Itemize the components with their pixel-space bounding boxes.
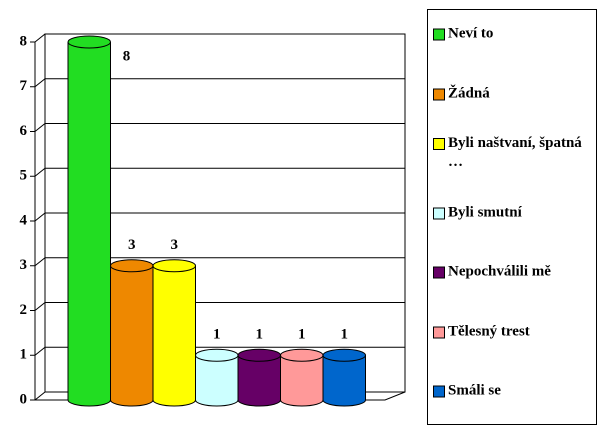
grid-line [34,33,46,43]
data-label: 1 [256,327,264,343]
data-label: 8 [123,48,131,64]
legend-label: Smáli se [448,382,501,399]
grid-line [34,257,46,267]
bar-shade [280,355,323,400]
y-tick-label: 6 [20,123,28,139]
y-tick-label: 5 [20,168,28,184]
data-label: 1 [213,327,221,343]
grid-line [34,123,46,132]
bar-top [237,348,281,362]
bar-top [152,259,196,273]
data-label: 1 [341,327,349,343]
plot: 0 1 2 3 4 5 6 7 8 8 3 3 1 1 1 1 [20,33,406,407]
legend-swatch [433,28,445,41]
legend-entry: Nepochválili mě [433,263,593,282]
bar-top [280,348,324,362]
legend-label: Byli smutní [448,204,522,220]
y-tick-label: 8 [20,33,28,49]
bar-shade [323,355,366,400]
legend-label: Žádná [448,85,490,101]
grid-line [34,302,46,311]
legend-label: Byli naštvaní, špatná … [448,135,582,170]
legend-swatch [433,207,445,219]
legend-entry: Neví to [433,25,593,44]
data-label: 3 [171,237,179,253]
legend-entry: Smáli se [433,382,593,401]
legend-label: Tělesný trest [448,323,530,339]
bar-top [322,348,366,362]
y-tick-label: 4 [20,212,28,228]
legend-swatch [433,266,445,279]
y-tick-label: 2 [20,302,28,318]
data-label: 1 [298,327,306,343]
legend-entry: Byli smutní [433,203,593,222]
grid-line [34,167,46,177]
grid-line [34,78,46,88]
legend-entry: Byli naštvaní, špatná … [433,134,593,172]
y-tick-label: 7 [20,78,28,94]
grid-line [34,212,46,222]
legend-swatch [433,385,445,398]
y-tick-label: 0 [20,391,28,407]
bar-top [195,348,239,362]
y-tick-label: 1 [20,347,28,363]
bar-shade [195,355,238,400]
bar-shade [68,42,111,400]
legend-label: Neví to [448,25,494,42]
legend-entry: Žádná [433,84,593,103]
bar-shade [238,355,281,400]
grid-line [34,346,46,356]
legend-entry: Tělesný trest [433,322,593,341]
y-tick-label: 3 [20,257,28,273]
legend-swatch [433,326,445,338]
data-label: 3 [128,237,136,253]
bar-top [67,35,111,49]
bar-shade [110,265,153,400]
legend-label: Nepochválili mě [448,263,551,280]
bar-top [110,259,154,273]
legend-swatch [433,88,445,100]
legend-swatch [433,138,445,150]
grid-line [34,391,46,401]
bar-shade [153,265,196,400]
legend: Neví to Žádná Byli naštvaní, špatná … Byli … [427,9,597,425]
